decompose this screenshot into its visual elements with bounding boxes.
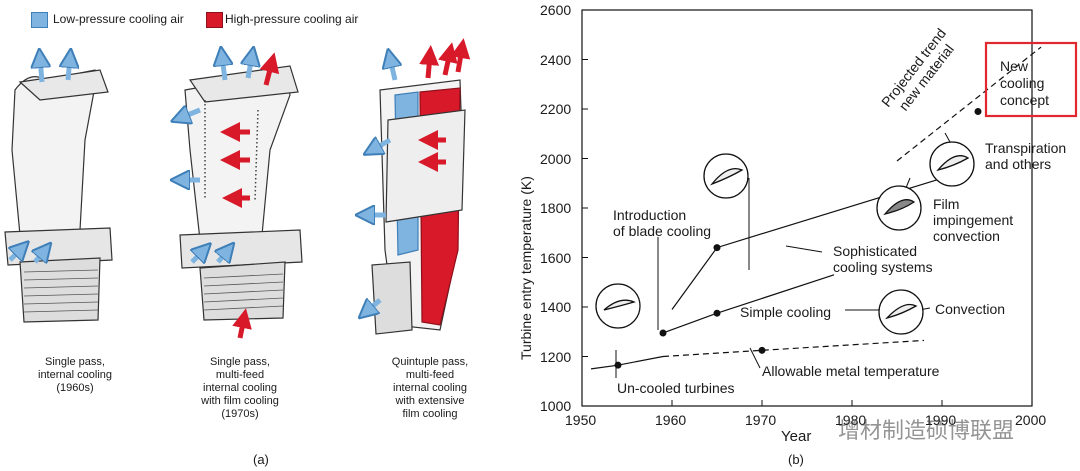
annotation-simple: Simple cooling bbox=[740, 304, 832, 320]
data-point bbox=[758, 346, 766, 354]
annotation-convection: Convection bbox=[935, 301, 1006, 317]
legend-label-high: High-pressure cooling air bbox=[225, 12, 359, 26]
legend-swatch-high bbox=[206, 12, 223, 28]
data-point bbox=[713, 309, 721, 317]
x-tick-label: 1990 bbox=[925, 412, 957, 428]
x-tick-label: 1970 bbox=[745, 412, 777, 428]
y-tick-label: 1600 bbox=[540, 249, 572, 266]
y-tick-label: 1800 bbox=[540, 200, 572, 216]
data-point bbox=[974, 107, 982, 115]
y-tick-label: 1000 bbox=[540, 398, 572, 414]
annotation-film: Film impingement convection bbox=[933, 196, 1014, 244]
blade-caption-3: Quintuple pass, multi-feed internal coolin… bbox=[391, 356, 469, 420]
annotation-uncooled: Un-cooled turbines bbox=[617, 380, 735, 396]
y-tick-label: 2400 bbox=[540, 51, 572, 68]
series-line bbox=[590, 355, 664, 370]
series-line bbox=[662, 339, 925, 358]
blade-film-cooling-icon bbox=[180, 56, 303, 339]
annotation-sophisticated: Sophisticated cooling systems bbox=[833, 243, 933, 275]
x-tick-label: 1950 bbox=[565, 412, 597, 428]
x-tick-label: 2000 bbox=[1015, 412, 1047, 428]
x-axis-label: Year bbox=[781, 428, 812, 445]
blade-quintuple-pass-icon bbox=[365, 38, 471, 335]
x-tick-label: 1960 bbox=[655, 412, 687, 428]
panel-label-a: (a) bbox=[253, 452, 269, 467]
annotation-transpiration: Transpiration and others bbox=[985, 140, 1067, 172]
legend-swatch-low bbox=[31, 12, 48, 28]
panel-label-b: (b) bbox=[788, 452, 804, 467]
annotation-blade-cooling: Introduction of blade cooling bbox=[613, 207, 712, 239]
blade-single-pass-icon bbox=[4, 58, 113, 323]
data-point bbox=[713, 244, 721, 252]
data-point bbox=[659, 329, 667, 337]
x-tick-label: 1980 bbox=[835, 412, 867, 428]
blade-caption-2: Single pass, multi-feed internal cooling wi… bbox=[201, 356, 279, 420]
y-tick-label: 2200 bbox=[540, 101, 572, 117]
y-axis-label: Turbine entry temperature (K) bbox=[518, 176, 534, 360]
y-tick-label: 1200 bbox=[540, 348, 572, 365]
y-tick-label: 2600 bbox=[540, 2, 572, 18]
new-concept-highlight bbox=[984, 41, 1078, 118]
annotation-allowable: Allowable metal temperature bbox=[762, 363, 940, 379]
legend-label-low: Low-pressure cooling air bbox=[53, 12, 184, 26]
series-line bbox=[896, 46, 1042, 162]
watermark: 增材制造硕博联盟 bbox=[838, 418, 1015, 443]
annotation-new-concept: New cooling concept bbox=[1000, 58, 1050, 108]
y-tick-label: 1400 bbox=[540, 299, 572, 315]
blade-caption-1: Single pass, internal cooling (1960s) bbox=[38, 356, 112, 394]
y-tick-label: 2000 bbox=[540, 150, 572, 167]
